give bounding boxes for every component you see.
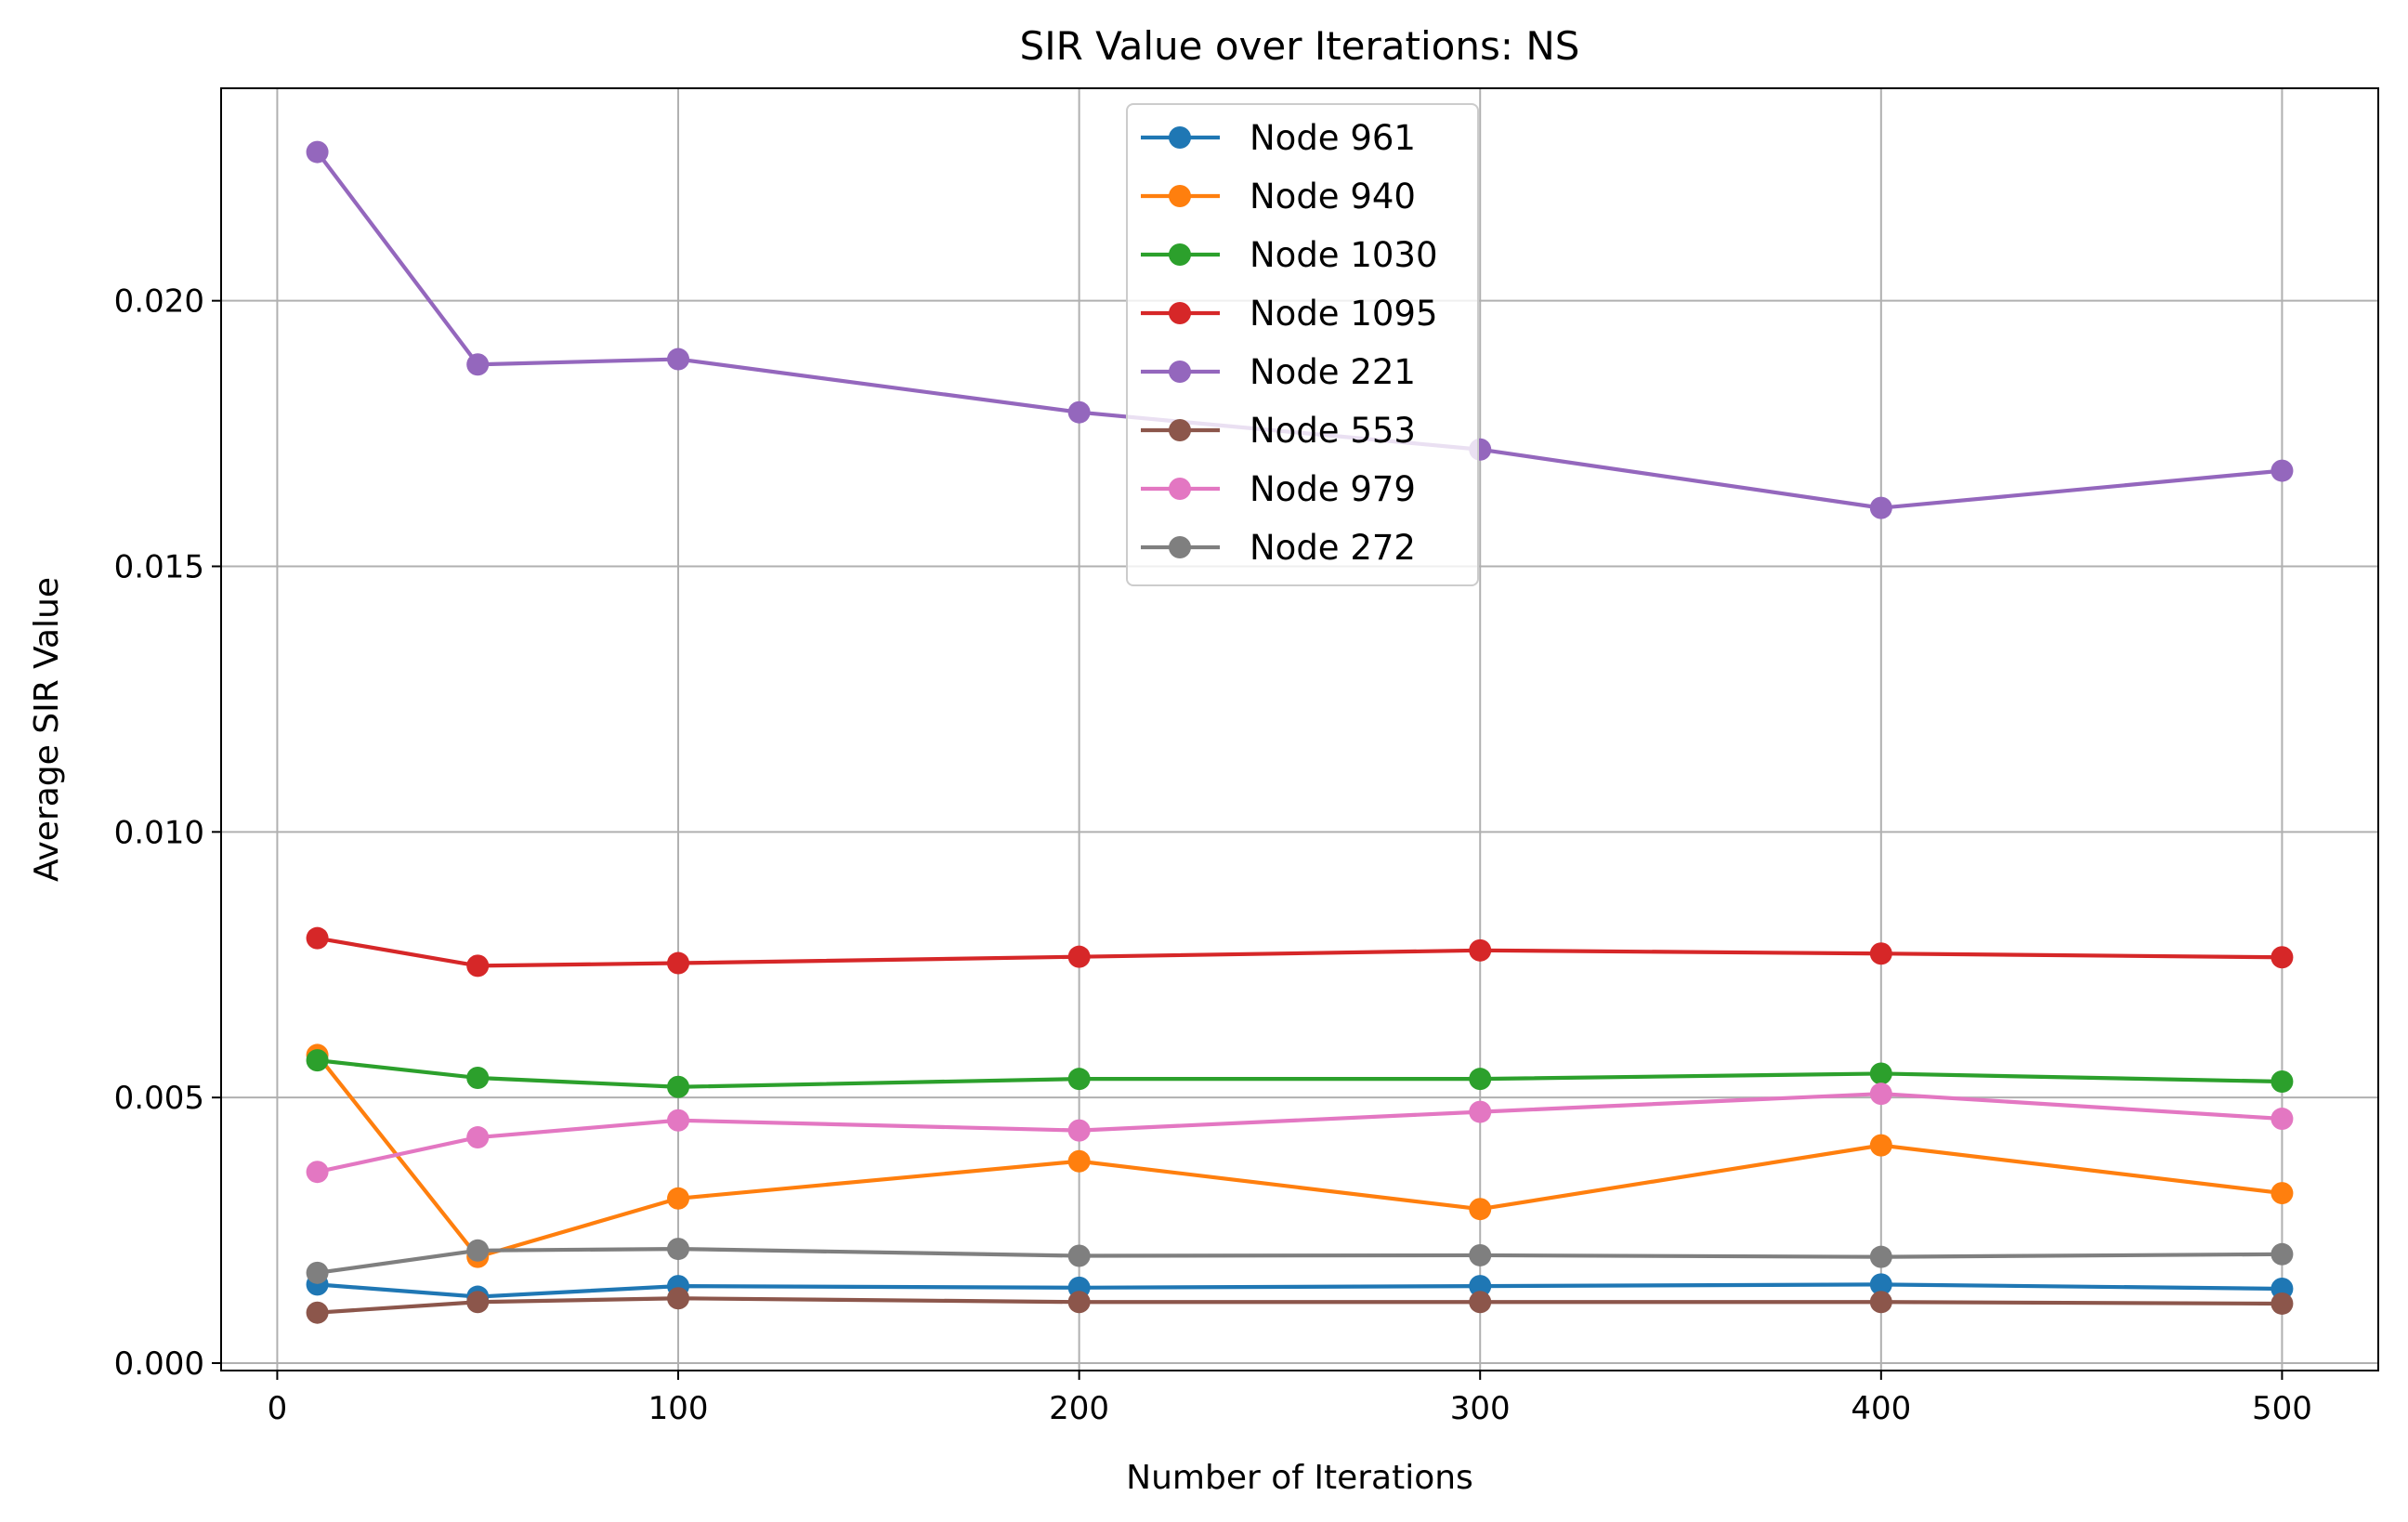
data-point-node-940 [1869,1134,1892,1157]
legend-label-node-940: Node 940 [1250,177,1416,216]
series-node-553 [306,1287,2294,1324]
data-point-node-1095 [2271,946,2294,969]
y-tick-label: 0.000 [114,1345,204,1383]
series-node-221 [306,140,2294,519]
x-tick-label: 0 [268,1390,288,1427]
data-point-node-979 [2271,1108,2294,1131]
y-tick-label: 0.005 [114,1080,204,1117]
series-node-1095 [306,926,2294,977]
data-point-node-272 [306,1261,329,1284]
data-point-node-553 [306,1301,329,1324]
data-point-node-979 [1869,1082,1892,1106]
data-point-node-1095 [1869,942,1892,965]
x-tick-label: 300 [1450,1390,1511,1427]
chart-title: SIR Value over Iterations: NS [1020,23,1580,69]
legend-label-node-1095: Node 1095 [1250,294,1438,334]
x-axis-label: Number of Iterations [1126,1459,1473,1497]
data-point-node-221 [306,140,329,164]
data-point-node-553 [1869,1291,1892,1314]
data-point-node-979 [306,1161,329,1184]
data-point-node-221 [1869,496,1892,519]
data-point-node-272 [1869,1245,1892,1268]
data-point-node-1030 [1869,1062,1892,1085]
plot-frame [220,87,2379,1371]
series-node-272 [306,1238,2294,1284]
x-tick-label: 400 [1851,1390,1911,1427]
series-node-1030 [306,1049,2294,1098]
data-point-node-553 [466,1291,490,1314]
data-point-node-1095 [1067,945,1091,968]
series-node-979 [306,1082,2294,1184]
data-point-node-1030 [667,1075,690,1098]
data-point-node-1030 [1469,1068,1492,1091]
data-point-node-1030 [306,1049,329,1072]
legend-label-node-272: Node 272 [1250,528,1416,568]
data-point-node-553 [667,1287,690,1310]
data-point-node-979 [1067,1119,1091,1142]
data-point-node-940 [1067,1149,1091,1173]
data-point-node-961 [1469,1275,1492,1298]
data-point-node-1030 [2271,1070,2294,1094]
legend-label-node-979: Node 979 [1250,469,1416,509]
data-point-node-1030 [1067,1068,1091,1091]
data-point-node-553 [1469,1291,1492,1314]
legend: Node 961 Node 940 Node 1030 Node 1095 Node 2… [1126,103,1479,586]
data-point-node-940 [1469,1198,1492,1221]
data-point-node-940 [2271,1182,2294,1205]
data-point-node-979 [466,1126,490,1149]
data-point-node-1095 [306,926,329,950]
legend-label-node-221: Node 221 [1250,352,1416,392]
data-point-node-221 [2271,459,2294,482]
legend-marker-node-221 [1169,361,1191,383]
data-point-node-1095 [466,954,490,977]
legend-marker-node-272 [1169,536,1191,558]
legend-marker-node-940 [1169,185,1191,207]
data-point-node-961 [1869,1273,1892,1296]
data-point-node-940 [667,1187,690,1210]
data-point-node-221 [667,348,690,371]
y-tick-label: 0.015 [114,548,204,585]
data-point-node-272 [2271,1242,2294,1266]
x-tick-label: 500 [2252,1390,2312,1427]
data-point-node-272 [1469,1243,1492,1266]
data-point-node-221 [1067,400,1091,424]
data-point-node-272 [466,1239,490,1262]
legend-label-node-1030: Node 1030 [1250,235,1438,275]
data-point-node-272 [1067,1244,1091,1267]
legend-marker-node-1030 [1169,243,1191,266]
legend-marker-node-979 [1169,478,1191,500]
data-point-node-1030 [466,1067,490,1090]
legend-marker-node-961 [1169,126,1191,149]
y-axis-label: Average SIR Value [28,577,66,882]
data-point-node-979 [667,1109,690,1132]
data-point-node-979 [1469,1100,1492,1123]
legend-marker-node-1095 [1169,302,1191,324]
data-point-node-553 [1067,1291,1091,1314]
axis-ticks: 0 100 200 300 400 500 0.000 0.005 0.010 0.015 0.02… [114,283,2312,1427]
data-point-node-221 [466,353,490,376]
y-tick-label: 0.010 [114,814,204,851]
legend-label-node-553: Node 553 [1250,411,1416,451]
y-tick-label: 0.020 [114,283,204,321]
legend-box [1126,103,1479,586]
legend-label-node-961: Node 961 [1250,118,1416,158]
series-layer [306,140,2294,1324]
data-point-node-1095 [667,951,690,975]
data-point-node-1095 [1469,938,1492,962]
x-tick-label: 100 [648,1390,709,1427]
data-point-node-553 [2271,1292,2294,1315]
legend-marker-node-553 [1169,419,1191,441]
x-tick-label: 200 [1049,1390,1109,1427]
data-point-node-272 [667,1238,690,1261]
